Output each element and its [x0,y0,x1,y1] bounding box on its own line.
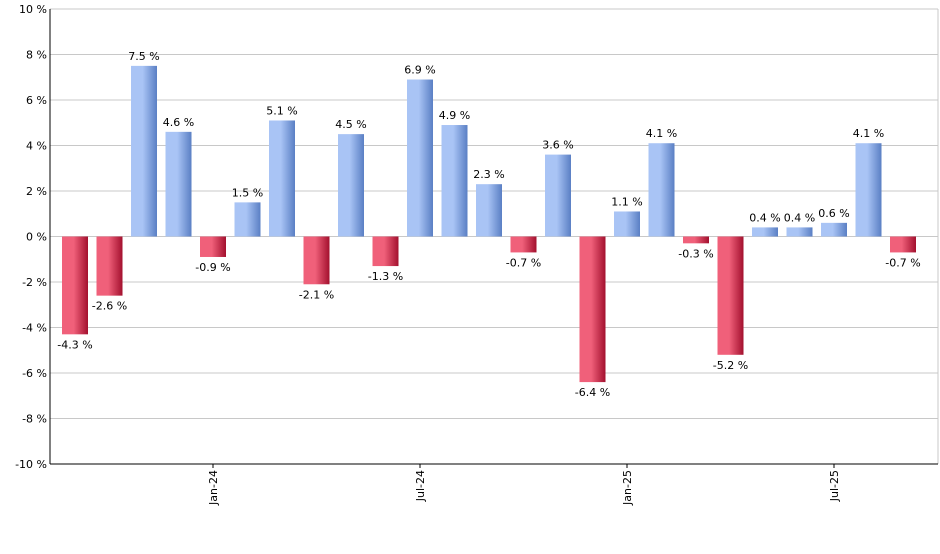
value-label: 3.6 % [542,139,573,152]
bar [269,120,295,237]
value-label: -1.3 % [368,270,403,283]
x-tick-label: Jul-24 [414,470,427,502]
y-tick-label: 6 % [26,94,47,107]
bar [821,222,847,237]
bar [648,143,675,237]
value-label: -0.7 % [506,256,541,269]
x-tick-label: Jan-24 [207,470,220,506]
value-label: 5.1 % [266,104,297,117]
value-label: -5.2 % [713,359,748,372]
bar [62,236,88,335]
bar [786,227,813,237]
y-tick-label: 4 % [26,140,47,153]
bar [165,131,192,237]
value-label: -4.3 % [57,338,92,351]
bar [96,236,123,296]
y-tick-label: -10 % [15,458,47,471]
y-tick-label: -4 % [22,322,47,335]
value-label: 6.9 % [404,64,435,77]
value-label: 1.5 % [232,186,263,199]
x-tick-label: Jul-25 [828,470,841,502]
value-label: 4.6 % [163,116,194,129]
bars [62,65,916,383]
value-label: -2.1 % [299,288,334,301]
value-label: 0.4 % [749,211,780,224]
bar [614,211,640,237]
bar [752,227,778,237]
value-label: 4.1 % [853,127,884,140]
value-label: -2.6 % [92,300,127,313]
value-label: 1.1 % [611,195,642,208]
y-tick-label: 2 % [26,185,47,198]
bar [407,79,433,237]
value-label: -6.4 % [575,386,610,399]
y-tick-label: -2 % [22,276,47,289]
value-label: 0.4 % [784,211,815,224]
bar [683,236,709,244]
value-label: -0.9 % [195,261,230,274]
bar [372,236,399,267]
bar [441,125,468,237]
bar [855,143,882,237]
bar [890,236,916,253]
bar [510,236,537,253]
axes: -10 % -8 % -6 % -4 % -2 % 0 % 2 % 4 % 6 % 8 % 10 %… [15,3,938,506]
x-tick-label: Jan-25 [621,470,634,506]
value-label: -0.3 % [678,247,713,260]
value-label: 2.3 % [473,168,504,181]
value-label: 4.1 % [646,127,677,140]
y-tick-label: 10 % [19,3,47,16]
bar [200,236,226,257]
bar [234,202,261,237]
bar [476,184,502,237]
bar [545,154,571,237]
y-tick-label: 0 % [26,231,47,244]
bar [717,236,744,355]
bar [131,65,157,237]
value-label: 0.6 % [818,207,849,220]
value-label: 4.5 % [335,118,366,131]
y-tick-label: 8 % [26,49,47,62]
bar [303,236,330,285]
value-label: 4.9 % [439,109,470,122]
value-labels: -4.3 % -2.6 % 7.5 % 4.6 % -0.9 % 1.5 % 5.1 % -2… [57,50,920,399]
y-tick-label: -8 % [22,413,47,426]
bar [579,236,606,383]
y-tick-label: -6 % [22,367,47,380]
bar [338,134,364,237]
value-label: -0.7 % [885,256,920,269]
value-label: 7.5 % [128,50,159,63]
